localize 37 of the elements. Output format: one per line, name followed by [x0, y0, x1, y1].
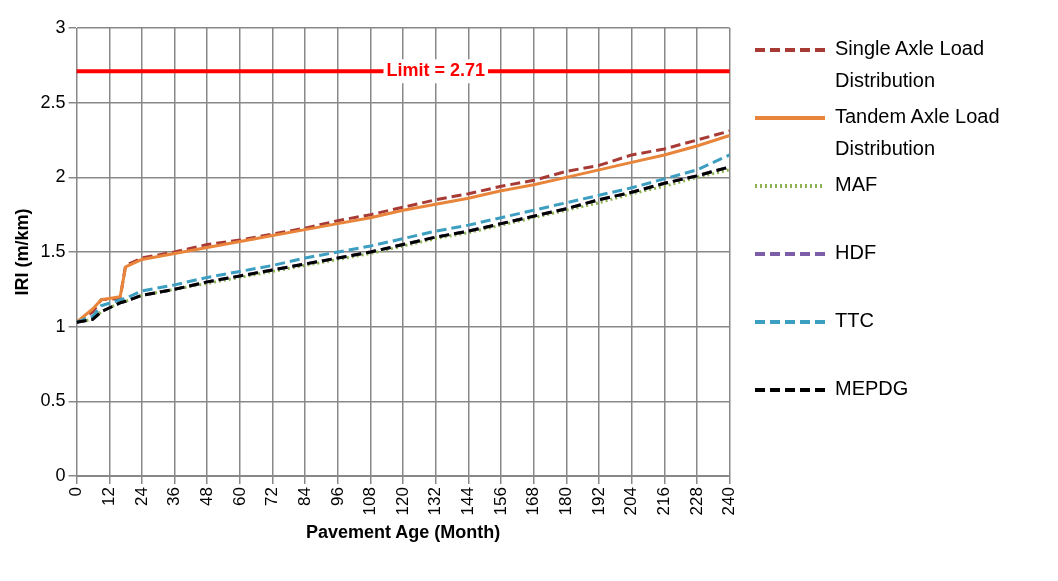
y-tick-label: 3 [55, 16, 66, 37]
x-tick-label: 120 [392, 487, 412, 516]
x-tick-label: 228 [686, 487, 706, 516]
x-tick-label: 132 [425, 487, 445, 516]
x-tick-label: 84 [294, 487, 314, 506]
legend-label: Single Axle Load Distribution [835, 36, 985, 93]
legend-label: Tandem Axle Load Distribution [835, 104, 1001, 161]
x-tick-label: 12 [98, 487, 118, 506]
y-tick-label: 1 [55, 315, 66, 336]
x-tick-label: 156 [490, 487, 510, 516]
legend-label: HDF [835, 240, 877, 265]
x-tick-label: 72 [262, 487, 282, 506]
x-tick-label: 192 [588, 487, 608, 516]
y-axis-title: IRI (m/km) [11, 208, 32, 296]
y-tick-label: 0 [55, 465, 66, 485]
x-tick-label: 204 [621, 487, 641, 516]
x-tick-label: 24 [131, 487, 151, 506]
x-tick-label: 240 [719, 487, 739, 516]
x-tick-label: 216 [653, 487, 673, 516]
y-tick-label: 2 [55, 166, 66, 187]
x-tick-label: 96 [327, 487, 347, 506]
x-tick-label: 60 [229, 487, 249, 506]
y-tick-label: 1.5 [40, 240, 66, 261]
x-tick-label: 108 [360, 487, 380, 516]
y-tick-label: 0.5 [40, 390, 66, 411]
x-tick-label: 36 [164, 487, 184, 506]
ref-line-label: Limit = 2.71 [386, 60, 486, 81]
legend-label: MAF [835, 172, 878, 197]
x-tick-label: 180 [556, 487, 576, 516]
x-tick-label: 144 [458, 487, 478, 516]
x-tick-label: 0 [66, 487, 86, 497]
legend-label: MEPDG [835, 376, 909, 401]
x-tick-label: 48 [196, 487, 216, 506]
x-tick-label: 168 [523, 487, 543, 516]
legend-label: TTC [835, 308, 874, 333]
x-axis-title: Pavement Age (Month) [305, 522, 501, 543]
y-tick-label: 2.5 [40, 91, 66, 112]
